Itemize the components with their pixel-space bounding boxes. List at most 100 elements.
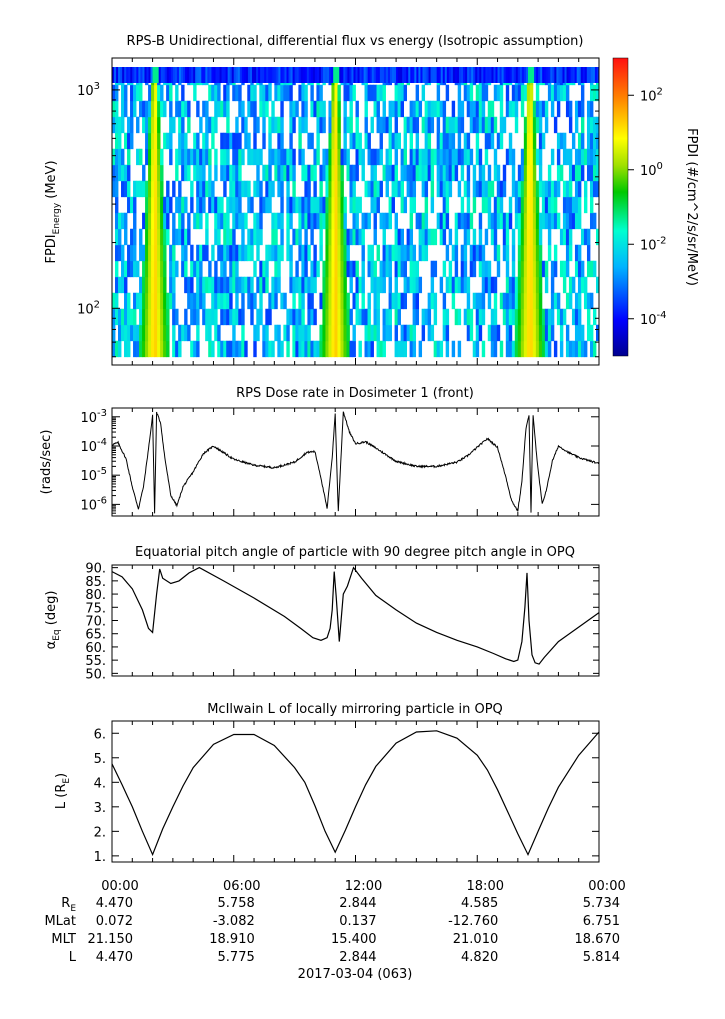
spectrogram-cell xyxy=(508,196,513,214)
spectrogram-cell xyxy=(178,116,182,134)
panel-4-y-label: L (RE) xyxy=(54,773,72,809)
spectrogram-cell xyxy=(448,228,453,246)
ephemeris-value: 18.670 xyxy=(575,932,621,947)
y-tick-label: 2. xyxy=(94,825,106,840)
spectrogram-cell xyxy=(519,67,523,83)
y-tick-label: 65. xyxy=(85,628,106,643)
spectrogram-cell xyxy=(376,324,380,342)
spectrogram-cell xyxy=(568,228,573,246)
spectrogram-cell xyxy=(304,196,308,214)
spectrogram-cell xyxy=(277,132,281,150)
spectrogram-cell xyxy=(520,148,525,166)
spectrogram-cell xyxy=(487,100,492,118)
spectrogram-cell xyxy=(268,84,272,102)
y-tick-label: 10-5 xyxy=(80,466,107,484)
spectrogram-cell xyxy=(166,340,170,358)
spectrogram-cell xyxy=(133,260,137,278)
spectrogram-cell xyxy=(397,84,401,102)
spectrogram-cell xyxy=(112,148,116,166)
spectrogram-cell xyxy=(286,84,290,102)
spectrogram-cell xyxy=(400,324,404,342)
spectrogram-cell xyxy=(556,132,561,150)
spectrogram-cell xyxy=(414,67,417,83)
spectrogram-cell xyxy=(178,132,182,150)
spectrogram-cell xyxy=(596,67,599,83)
panel-3-y-label: αEq (deg) xyxy=(44,591,62,650)
spectrogram-cell xyxy=(328,196,332,214)
colorbar-tick-label: 10-4 xyxy=(640,310,667,328)
spectrogram-cell xyxy=(226,276,230,294)
spectrogram-cell xyxy=(392,67,395,83)
spectrogram-cell xyxy=(412,164,417,182)
spectrogram-cell xyxy=(421,180,426,198)
spectrogram-cell xyxy=(493,276,498,294)
spectrogram-cell xyxy=(513,67,517,83)
spectrogram-cell xyxy=(225,67,229,83)
spectrogram-cell xyxy=(466,324,471,342)
ephemeris-value: 5.814 xyxy=(583,950,620,965)
spectrogram-cell xyxy=(481,164,486,182)
spectrogram-cell xyxy=(388,276,392,294)
ephemeris-row-label: RE xyxy=(61,896,76,914)
spectrogram-cell xyxy=(283,292,287,310)
spectrogram-cell xyxy=(133,212,137,230)
spectrogram-cell xyxy=(373,324,377,342)
spectrogram-cell xyxy=(466,164,471,182)
spectrogram-cell xyxy=(472,244,477,262)
spectrogram-cell xyxy=(199,244,203,262)
spectrogram-cell xyxy=(163,292,167,310)
spectrogram-cell xyxy=(121,148,125,166)
spectrogram-cell xyxy=(245,67,249,83)
spectrogram-cell xyxy=(514,100,519,118)
spectrogram-cell xyxy=(268,116,272,134)
spectrogram-cell xyxy=(114,67,117,83)
spectrogram-cell xyxy=(377,67,381,83)
spectrogram-cell xyxy=(115,116,119,134)
spectrogram-cell xyxy=(217,212,221,230)
spectrogram-cell xyxy=(258,67,261,83)
spectrogram-cell xyxy=(505,212,510,230)
ephemeris-row-label: MLT xyxy=(51,932,76,947)
spectrogram-cell xyxy=(493,212,498,230)
spectrogram-cell xyxy=(229,276,233,294)
y-tick-label: 10-4 xyxy=(80,437,107,455)
spectrogram-cell xyxy=(127,148,131,166)
spectrogram-cell xyxy=(439,228,444,246)
spectrogram-cell xyxy=(214,164,218,182)
spectrogram-cell xyxy=(493,324,498,342)
spectrogram-cell xyxy=(163,196,167,214)
spectrogram-cell xyxy=(333,67,336,83)
spectrogram-cell xyxy=(456,67,460,83)
spectrogram-cell xyxy=(349,276,353,294)
spectrogram-cell xyxy=(491,67,494,83)
spectrogram-cell xyxy=(502,212,507,230)
spectrogram-cell xyxy=(154,228,158,246)
spectrogram-cell xyxy=(469,244,474,262)
spectrogram-cell xyxy=(379,84,383,102)
spectrogram-cell xyxy=(547,324,552,342)
panel-4-frame xyxy=(111,720,600,863)
spectrogram-cell xyxy=(196,212,200,230)
spectrogram-cell xyxy=(559,324,564,342)
spectrogram-cell xyxy=(238,244,242,262)
spectrogram-cell xyxy=(232,228,236,246)
spectrogram-cell xyxy=(403,148,408,166)
spectrogram-cell xyxy=(520,164,525,182)
spectrogram-cell xyxy=(322,212,326,230)
spectrogram-cell xyxy=(406,180,411,198)
y-tick-label: 50. xyxy=(85,667,106,682)
spectrogram-cell xyxy=(205,148,209,166)
spectrogram-cell xyxy=(460,244,465,262)
spectrogram-cell xyxy=(440,67,444,83)
spectrogram-cell xyxy=(145,148,149,166)
spectrogram-cell xyxy=(445,84,450,102)
spectrogram-cell xyxy=(184,260,188,278)
spectrogram-cell xyxy=(232,132,236,150)
spectrogram-cell xyxy=(463,132,468,150)
spectrogram-cell xyxy=(286,164,290,182)
spectrogram-cell xyxy=(496,324,501,342)
spectrogram-cell xyxy=(529,292,534,310)
spectrogram-cell xyxy=(298,116,302,134)
spectrogram-cell xyxy=(346,340,350,358)
spectrogram-cell xyxy=(445,164,450,182)
